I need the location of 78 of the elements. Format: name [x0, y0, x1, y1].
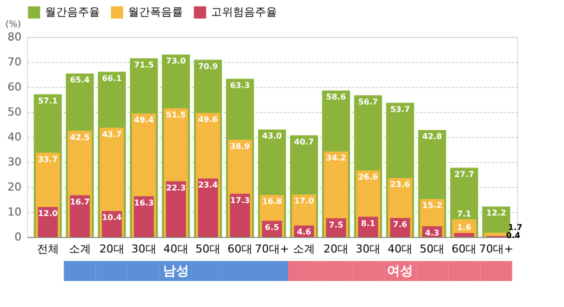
data-label: 33.7 [38, 154, 58, 164]
data-label: 7.5 [328, 220, 344, 230]
data-label: 34.2 [326, 154, 346, 162]
data-label: 10.4 [102, 213, 122, 222]
data-label: 56.7 [358, 97, 378, 106]
data-label: 40.7 [294, 137, 314, 146]
data-label: 42.8 [422, 132, 442, 141]
data-label: 57.1 [38, 96, 58, 106]
data-label: 23.6 [390, 180, 410, 189]
data-label: 22.3 [166, 183, 186, 192]
x-tick-label: 60대 [227, 242, 252, 256]
data-label: 51.5 [166, 110, 186, 120]
y-tick-label: 70 [8, 56, 22, 68]
y-tick-label: 50 [8, 106, 22, 118]
y-axis-title: (%) [5, 20, 21, 30]
bar [198, 178, 218, 237]
data-label: 16.7 [70, 197, 90, 206]
x-tick-label: 20대 [324, 242, 349, 256]
x-tick-label: 70대+ [254, 242, 290, 256]
data-label: 7.1 [457, 209, 472, 218]
data-label: 17.0 [294, 196, 314, 206]
x-tick-label: 20대 [99, 242, 124, 256]
x-tick-label: 50대 [420, 242, 445, 256]
x-tick-label: 50대 [195, 242, 220, 256]
data-label: 38.9 [230, 142, 250, 151]
x-tick-label: 40대 [163, 242, 188, 256]
data-label: 42.5 [70, 132, 90, 142]
bar [70, 195, 90, 237]
x-tick-label: 30대 [131, 242, 156, 256]
bar [454, 233, 474, 237]
data-label: 49.6 [198, 115, 218, 124]
y-tick-label: 10 [8, 206, 22, 218]
data-label: 15.2 [422, 201, 442, 210]
data-label: 70.9 [198, 62, 218, 71]
y-tick-label: 20 [8, 180, 22, 194]
legend-label: 고위험음주율 [211, 5, 277, 18]
data-label: 16.3 [134, 198, 154, 208]
data-label: 7.6 [393, 220, 408, 229]
data-label: 43.7 [102, 130, 122, 139]
data-label: 23.4 [198, 180, 218, 190]
x-tick-label: 소계 [68, 242, 91, 256]
data-label: 43.0 [262, 132, 282, 140]
data-label: 27.7 [454, 170, 474, 179]
y-tick-label: 60 [8, 80, 22, 94]
x-tick-label: 60대 [452, 242, 477, 256]
x-tick-label: 40대 [388, 242, 413, 256]
legend-label: 월간폭음률 [128, 5, 183, 18]
data-label: 58.6 [326, 92, 346, 102]
data-label: 71.5 [134, 60, 154, 70]
y-tick-label: 80 [8, 30, 22, 44]
y-tick-label: 30 [8, 156, 22, 168]
data-label: 26.6 [358, 172, 378, 182]
data-label: 4.6 [296, 228, 312, 236]
y-tick-label: 40 [8, 130, 22, 144]
x-tick-label: 30대 [356, 242, 381, 256]
x-tick-label: 전체 [36, 242, 59, 256]
data-label: 65.4 [70, 76, 90, 84]
y-tick-label: 0 [14, 230, 22, 244]
data-label: 6.5 [264, 222, 280, 232]
bar [230, 194, 250, 237]
data-label: 49.4 [134, 116, 154, 124]
x-tick-label: 소계 [293, 242, 316, 256]
data-label: 4.3 [425, 228, 440, 238]
data-label: 63.3 [230, 80, 250, 90]
data-label: 12.2 [486, 208, 506, 218]
legend-label: 월간음주율 [45, 5, 100, 18]
x-tick-label: 70대+ [479, 242, 514, 256]
bar [134, 196, 154, 237]
data-label: 8.1 [360, 218, 376, 228]
data-label: 16.8 [262, 197, 282, 206]
data-label: 0.4 [506, 231, 521, 240]
data-label: 17.3 [230, 196, 250, 205]
data-label: 53.7 [390, 104, 410, 114]
data-label: 66.1 [102, 74, 122, 83]
data-label: 73.0 [166, 56, 186, 66]
bar [166, 181, 186, 237]
data-label: 12.0 [38, 209, 58, 218]
data-label: 1.6 [457, 223, 472, 232]
